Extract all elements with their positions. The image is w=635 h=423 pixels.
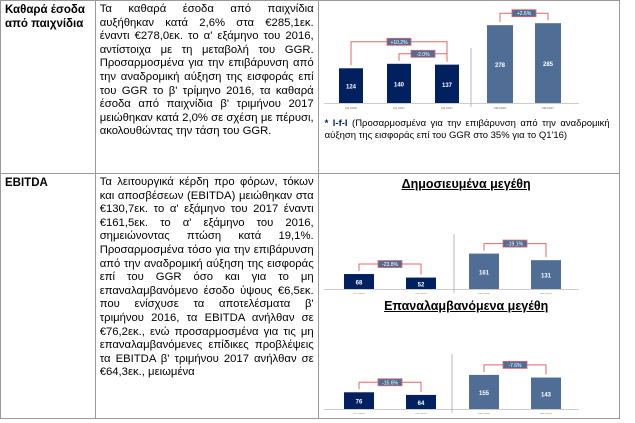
- row-label: EBITDA: [0, 173, 96, 419]
- category-label: 6M 2017: [542, 106, 554, 110]
- footnote-text: (Προσαρμοσμένα για την επιβάρυνση από τη…: [324, 118, 610, 141]
- bar: [534, 23, 561, 104]
- category-label: Q2 2017: [441, 106, 453, 110]
- ebitda-reported-chart: 68 Q2 2016 52 Q2 2017 -23.8% 161 6M 2016 131 6M …: [323, 234, 579, 294]
- change-badge: [386, 37, 412, 46]
- change-badge: [377, 260, 403, 268]
- category-label: 6M 2016: [478, 292, 490, 294]
- bar: [468, 253, 499, 289]
- change-label: +2.6%: [516, 11, 531, 17]
- change-badge: [502, 239, 528, 248]
- chart-cell: Δημοσιευμένα μεγέθη 68 Q2 2016 52 Q2 2017 -2…: [317, 173, 621, 419]
- table-row: Καθαρά έσοδα από παιχνίδια Τα καθαρά έσο…: [0, 0, 621, 174]
- change-label: -15.6%: [382, 380, 398, 386]
- category-label: Q2 2016: [345, 106, 357, 110]
- footnote-mark: * l-f-l: [324, 118, 348, 129]
- bar: [386, 63, 411, 103]
- bar-value-label: 64: [417, 401, 424, 407]
- bar: [530, 260, 561, 289]
- bar-value-label: 161: [479, 270, 490, 276]
- category-label: 6M 2016: [494, 106, 506, 110]
- category-label: Q2 2016: [353, 292, 365, 294]
- bar-value-label: 124: [346, 85, 357, 91]
- bar: [338, 68, 363, 103]
- ebitda-recurring-chart: 76 Q2 2016 64 Q2 2017 -15.6% 155 6M 2016 143 6M …: [323, 354, 579, 414]
- bar: [343, 392, 374, 409]
- category-label: Q1 2017: [393, 106, 405, 110]
- bar-value-label: 137: [442, 83, 453, 89]
- bar: [468, 374, 499, 409]
- bar-value-label: 76: [355, 400, 362, 406]
- bar-value-label: 285: [543, 62, 554, 68]
- bar-value-label: 140: [394, 82, 405, 88]
- bar-value-label: 131: [541, 274, 552, 280]
- bar: [405, 394, 436, 409]
- table-row: EBITDA Τα λειτουργικά κέρδη προ φόρων, τ…: [0, 173, 621, 419]
- bar: [343, 274, 374, 289]
- chart-title-recurring: Επαναλαμβανόμενα μεγέθη: [384, 299, 549, 313]
- category-label: 6M 2017: [540, 412, 552, 414]
- bar-value-label: 68: [355, 281, 362, 287]
- change-label: -7.6%: [508, 363, 522, 369]
- results-table: Καθαρά έσοδα από παιχνίδια Τα καθαρά έσο…: [0, 0, 621, 419]
- footnote: * l-f-l (Προσαρμοσμένα για την επιβάρυνσ…: [325, 118, 610, 142]
- change-label: -19.1%: [507, 242, 523, 248]
- chart-cell: 124 Q2 2016 140 Q1 2017 137 Q2 2017 +10.2% -2.0…: [317, 0, 621, 174]
- change-badge: [377, 378, 403, 387]
- category-label: 6M 2017: [540, 292, 552, 294]
- change-label: -23.8%: [382, 262, 398, 268]
- category-label: 6M 2016: [478, 412, 490, 414]
- bar: [434, 64, 459, 103]
- change-badge: [410, 49, 436, 58]
- bar: [486, 25, 513, 103]
- bar-value-label: 155: [479, 391, 490, 397]
- category-label: Q2 2016: [353, 412, 365, 414]
- row-text: Τα καθαρά έσοδα από παιχνίδια αυξήθηκαν …: [94, 0, 319, 174]
- bar-value-label: 278: [495, 63, 506, 69]
- gaming-revenue-chart: 124 Q2 2016 140 Q1 2017 137 Q2 2017 +10.2% -2.0…: [323, 9, 579, 110]
- change-label: -2.0%: [416, 52, 430, 58]
- change-badge: [502, 361, 528, 369]
- row-text: Τα λειτουργικά κέρδη προ φόρων, τόκων κα…: [94, 173, 319, 419]
- bar-value-label: 143: [541, 392, 552, 398]
- category-label: Q2 2017: [415, 412, 427, 414]
- bar-value-label: 52: [417, 282, 424, 288]
- change-badge: [511, 9, 537, 18]
- chart-title-reported: Δημοσιευμένα μεγέθη: [401, 177, 531, 191]
- bar: [405, 277, 436, 289]
- category-label: Q2 2017: [415, 292, 427, 294]
- bar: [530, 377, 561, 409]
- change-label: +10.2%: [390, 40, 408, 46]
- row-label: Καθαρά έσοδα από παιχνίδια: [0, 0, 96, 174]
